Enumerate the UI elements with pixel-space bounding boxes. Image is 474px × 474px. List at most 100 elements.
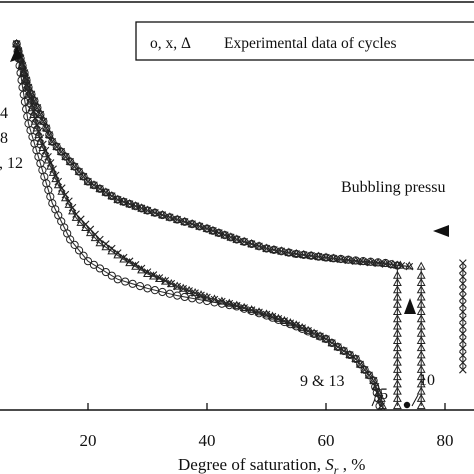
- data-point-cross: [459, 308, 467, 316]
- leader-line-5: [371, 398, 376, 407]
- data-point-cross: [459, 279, 467, 288]
- data-point-triangle: [12, 38, 22, 48]
- data-point-triangle: [184, 285, 194, 294]
- data-point-triangle: [392, 270, 402, 279]
- data-point-triangle: [376, 393, 386, 402]
- data-point-circle: [66, 235, 75, 244]
- data-point-triangle: [131, 201, 141, 210]
- series-layer: [12, 38, 467, 411]
- data-point-triangle: [35, 136, 45, 145]
- data-point-triangle: [291, 320, 301, 329]
- data-point-triangle: [351, 256, 361, 265]
- data-point-circle: [121, 277, 130, 286]
- data-point-triangle: [137, 203, 146, 212]
- data-point-cross: [161, 276, 170, 285]
- data-point-triangle: [38, 142, 48, 152]
- data-point-triangle: [378, 400, 387, 410]
- data-point-triangle: [343, 255, 353, 264]
- data-point-triangle: [364, 370, 374, 379]
- data-point-triangle: [416, 364, 426, 373]
- data-point-circle: [143, 284, 152, 293]
- data-point-triangle: [416, 328, 426, 337]
- data-point-triangle: [232, 300, 242, 309]
- data-point-triangle: [143, 268, 152, 277]
- data-point-cross: [459, 300, 467, 309]
- data-point-cross: [459, 286, 467, 295]
- data-point-triangle: [371, 381, 381, 390]
- data-point-triangle: [83, 176, 93, 185]
- data-point-triangle: [46, 161, 56, 170]
- data-point-triangle: [321, 252, 331, 261]
- leader-line-10: [411, 394, 419, 407]
- x-tick-label: 80: [437, 431, 454, 450]
- data-point-triangle: [309, 328, 319, 337]
- x-tick-label: 60: [318, 431, 335, 450]
- data-point-triangle: [404, 261, 414, 270]
- data-point-triangle: [279, 315, 289, 325]
- data-point-triangle: [178, 283, 188, 292]
- data-point-triangle: [416, 400, 426, 410]
- data-point-triangle: [239, 236, 249, 245]
- data-point-triangle: [374, 387, 384, 396]
- x-ticks: 20 40 60 80: [80, 403, 454, 450]
- data-point-triangle: [416, 371, 426, 381]
- data-point-triangle: [392, 386, 402, 395]
- data-point-circle: [89, 260, 99, 269]
- data-point-triangle: [119, 196, 129, 205]
- data-point-triangle: [165, 212, 175, 221]
- data-point-triangle: [27, 103, 37, 112]
- data-point-triangle: [416, 350, 426, 359]
- x-axis-label: Degree of saturation, Sr , %: [178, 455, 365, 474]
- data-point-circle: [158, 287, 167, 297]
- data-point-triangle: [291, 248, 301, 258]
- data-point-triangle: [247, 238, 257, 248]
- data-point-triangle: [172, 281, 182, 290]
- data-point-triangle: [30, 95, 39, 105]
- data-point-cross: [459, 358, 467, 367]
- data-point-triangle: [314, 251, 324, 260]
- x-tick-label: 20: [80, 431, 97, 450]
- data-point-triangle: [180, 216, 190, 225]
- data-point-triangle: [392, 371, 402, 381]
- data-point-triangle: [416, 299, 426, 308]
- data-point-circle: [150, 286, 160, 295]
- annotation-cycles-9-13: 9 & 13: [300, 373, 344, 390]
- data-point-circle: [165, 289, 174, 298]
- data-point-triangle: [113, 250, 123, 259]
- data-point-triangle: [254, 241, 264, 250]
- data-point-triangle: [369, 375, 379, 384]
- data-point-triangle: [29, 109, 39, 118]
- data-point-cross: [459, 322, 467, 331]
- data-point-triangle: [166, 278, 176, 288]
- data-point-triangle: [416, 306, 426, 315]
- data-point-triangle: [360, 364, 370, 373]
- data-point-triangle: [321, 333, 331, 343]
- data-point-triangle: [65, 156, 75, 165]
- legend-box: [135, 21, 474, 61]
- x-axis-label-var: S: [325, 455, 334, 474]
- data-point-triangle: [327, 337, 337, 347]
- data-point-triangle: [268, 311, 277, 320]
- arrow-wetting-up: [404, 298, 416, 314]
- data-point-circle: [83, 257, 93, 266]
- data-point-triangle: [101, 242, 111, 251]
- data-point-triangle: [95, 183, 105, 192]
- data-point-triangle: [32, 123, 42, 132]
- data-point-triangle: [160, 276, 170, 285]
- data-point-triangle: [17, 60, 27, 69]
- data-point-triangle: [345, 349, 355, 359]
- data-point-triangle: [85, 227, 95, 237]
- data-point-triangle: [358, 256, 368, 265]
- annotation-cycle-8: 8: [0, 130, 8, 147]
- data-point-triangle: [35, 109, 45, 118]
- data-point-triangle: [416, 357, 426, 366]
- data-point-triangle: [232, 234, 242, 243]
- data-point-cross: [459, 315, 467, 323]
- data-point-triangle: [392, 393, 402, 402]
- data-point-triangle: [416, 285, 426, 294]
- data-point-triangle: [143, 205, 152, 214]
- data-point-triangle: [70, 161, 80, 170]
- data-point-triangle: [392, 350, 402, 359]
- x-axis-label-main: Degree of saturation,: [178, 455, 325, 474]
